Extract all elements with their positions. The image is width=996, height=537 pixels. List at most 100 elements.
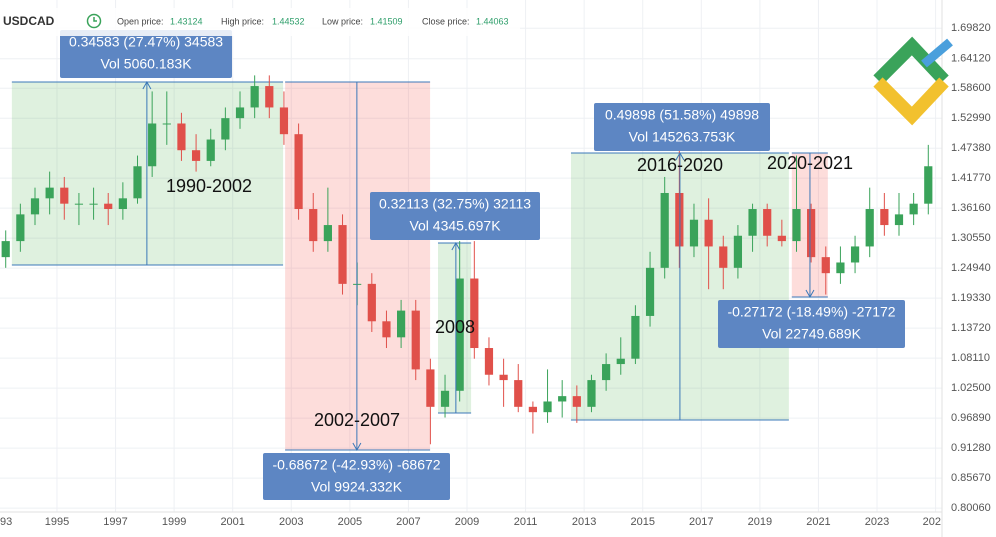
measure-text: Vol 22749.689K [762,326,862,342]
candle-body [250,86,259,108]
candle-body [499,374,508,381]
candle-body [733,235,743,268]
x-tick-label: 2015 [630,516,654,528]
y-tick-label: 1.36160 [951,202,991,214]
candle-body [704,219,713,247]
range-label: 2008 [435,317,475,337]
measure-text: -0.68672 (-42.93%) -68672 [272,457,440,473]
x-tick-label: 1997 [103,516,127,528]
candle-body [235,107,245,119]
y-tick-label: 1.24940 [951,262,991,274]
x-tick-label: 2003 [279,516,303,528]
candle-body [440,390,450,407]
measure-box [370,192,540,240]
field-value: 1.41509 [370,16,403,26]
clock-icon [86,13,102,29]
candles [1,75,933,445]
candle-body [191,150,201,161]
candle-body [382,321,391,338]
candle-body [265,86,274,108]
candle-body [162,123,171,125]
field-value: 1.44532 [272,16,305,26]
candle-body [426,369,435,407]
candle-body [616,358,625,365]
y-tick-label: 1.58600 [951,82,991,94]
x-tick-label: 2013 [572,516,596,528]
candle-body [909,203,918,215]
y-tick-label: 1.64120 [951,53,991,65]
candle-body [660,192,669,268]
y-tick-label: 0.80060 [951,502,991,514]
candle-body [279,107,289,135]
y-tick-label: 0.91280 [951,442,991,454]
candle-body [528,406,537,413]
x-tick-label: 2009 [455,516,479,528]
measure-text: Vol 9924.332K [311,479,403,495]
range-label: 2016-2020 [637,155,723,175]
candle-body [104,203,113,210]
x-tick-label: 93 [0,516,12,528]
range-label: 2020-2021 [767,153,853,173]
x-tick-label: 2023 [865,516,889,528]
candle-body [880,209,889,226]
measure-text: Vol 4345.697K [409,218,501,234]
measure-box [594,103,770,151]
measure-text: Vol 145263.753K [629,129,736,145]
candle-body [821,257,830,274]
candle-body [16,214,25,242]
arrow-head [451,241,461,251]
candle-body [367,283,376,322]
x-tick-label: 2007 [396,516,420,528]
measure-box [263,453,450,500]
x-tick-label: 2011 [514,516,538,528]
measure-text: -0.27172 (-18.49%) -27172 [727,304,895,320]
arrow-head [142,80,152,90]
y-tick-label: 1.19330 [951,292,991,304]
measure-text: 0.34583 (27.47%) 34583 [69,34,223,50]
candle-body [719,246,728,268]
candle-body [850,246,860,263]
candle-body [792,209,801,242]
y-tick-label: 1.30550 [951,232,991,244]
candle-body [221,118,230,140]
x-tick-label: 2005 [338,516,362,528]
overlay: 0.34583 (27.47%) 34583 Vol 5060.183K 1990-… [60,30,905,500]
x-tick-label: 1999 [162,516,186,528]
candle-body [543,401,552,413]
candle-body [1,241,10,258]
x-tick-label: 2021 [806,516,830,528]
range-label: 2002-2007 [314,410,400,430]
candle-body [763,209,772,236]
candle-body [470,278,479,349]
candle-body [836,262,845,274]
candle-body [30,198,40,215]
field-label: Close price: [422,16,470,26]
field-value: 1.44063 [476,16,509,26]
candle-body [631,315,640,359]
candle-body [118,198,127,210]
measure-text: Vol 5060.183K [100,56,192,72]
candle-body [177,123,186,151]
candle-body [60,187,69,204]
candle-body [74,203,84,205]
y-tick-label: 0.85670 [951,472,991,484]
candle-body [865,209,874,247]
symbol: USDCAD [3,14,55,28]
candle-body [89,203,98,205]
candle-body [924,166,933,204]
y-tick-label: 1.41770 [951,172,991,184]
y-tick-label: 1.13720 [951,322,991,334]
y-tick-label: 1.69820 [951,22,991,34]
candle-body [572,396,581,407]
y-tick-label: 1.02500 [951,382,991,394]
x-tick-label: 1995 [45,516,69,528]
field-value: 1.43124 [170,16,203,26]
arrow-head [675,151,685,161]
candle-body [894,214,904,226]
range-label: 1990-2002 [166,176,252,196]
arrow-head [352,442,362,452]
candle-body [558,396,567,402]
candle-body [587,380,596,407]
field-label: Low price: [322,16,363,26]
